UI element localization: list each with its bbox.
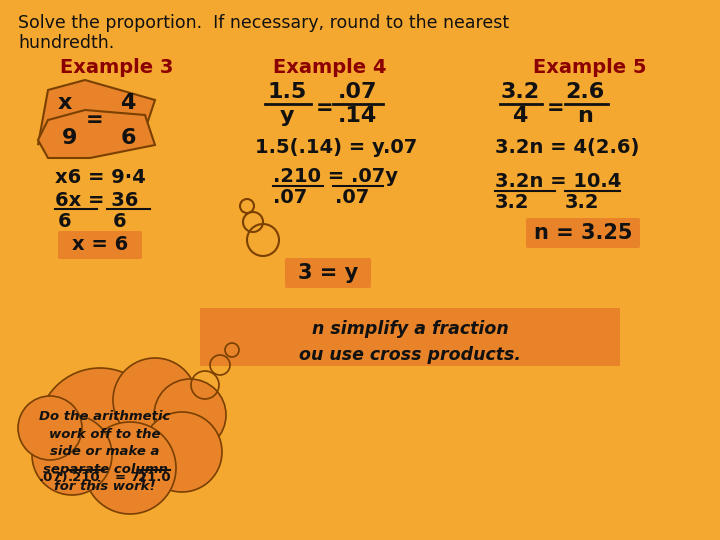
FancyBboxPatch shape: [526, 218, 640, 248]
Text: .14: .14: [338, 106, 377, 126]
Text: 4: 4: [120, 93, 135, 113]
Text: 3.2: 3.2: [565, 193, 600, 212]
Text: Example 5: Example 5: [534, 58, 647, 77]
Text: = 7): = 7): [115, 471, 146, 484]
Text: hundredth.: hundredth.: [18, 34, 114, 52]
Text: =: =: [86, 110, 104, 130]
Text: .07): .07): [38, 471, 68, 484]
Text: n: n: [577, 106, 593, 126]
Text: n = 3.25: n = 3.25: [534, 223, 632, 243]
Text: 6: 6: [58, 212, 71, 231]
Circle shape: [32, 415, 112, 495]
FancyBboxPatch shape: [285, 258, 371, 288]
Text: 3 = y: 3 = y: [298, 263, 358, 283]
Text: x: x: [58, 93, 72, 113]
Text: ou use cross products.: ou use cross products.: [299, 346, 521, 364]
Text: .07: .07: [335, 188, 369, 207]
Text: n simplify a fraction: n simplify a fraction: [312, 320, 508, 338]
Circle shape: [154, 379, 226, 451]
Circle shape: [142, 412, 222, 492]
Text: 3.2: 3.2: [495, 193, 529, 212]
Text: Example 4: Example 4: [274, 58, 387, 77]
Circle shape: [18, 396, 82, 460]
FancyBboxPatch shape: [58, 231, 142, 259]
Text: 9: 9: [63, 128, 78, 148]
Text: 1.5(.14) = y.07: 1.5(.14) = y.07: [255, 138, 418, 157]
Text: x = 6: x = 6: [72, 235, 128, 254]
Text: .210 = .07y: .210 = .07y: [273, 167, 398, 186]
Text: 1.5: 1.5: [267, 82, 307, 102]
Circle shape: [84, 422, 176, 514]
Text: 6: 6: [120, 128, 136, 148]
FancyBboxPatch shape: [200, 308, 620, 366]
Text: 4: 4: [513, 106, 528, 126]
Text: Example 3: Example 3: [60, 58, 174, 77]
Circle shape: [38, 368, 162, 492]
Polygon shape: [38, 110, 155, 158]
Text: .07: .07: [337, 82, 377, 102]
Text: y: y: [280, 106, 294, 126]
Circle shape: [113, 358, 197, 442]
Text: 6: 6: [113, 212, 127, 231]
Text: .210: .210: [68, 471, 101, 484]
Text: Do the arithmetic
work off to the
side or make a
separate column
for this work!: Do the arithmetic work off to the side o…: [40, 410, 171, 493]
Polygon shape: [38, 80, 155, 145]
Text: 6x = 36: 6x = 36: [55, 191, 138, 210]
Text: 3.2: 3.2: [500, 82, 539, 102]
Text: 3.2n = 4(2.6): 3.2n = 4(2.6): [495, 138, 639, 157]
Text: =: =: [316, 98, 334, 118]
Text: 3.2n = 10.4: 3.2n = 10.4: [495, 172, 621, 191]
Text: Solve the proportion.  If necessary, round to the nearest: Solve the proportion. If necessary, roun…: [18, 14, 509, 32]
Text: 21.0: 21.0: [138, 471, 171, 484]
Text: 2.6: 2.6: [565, 82, 605, 102]
Text: .07: .07: [273, 188, 307, 207]
Text: =: =: [547, 98, 564, 118]
Text: x6 = 9·4: x6 = 9·4: [55, 168, 145, 187]
